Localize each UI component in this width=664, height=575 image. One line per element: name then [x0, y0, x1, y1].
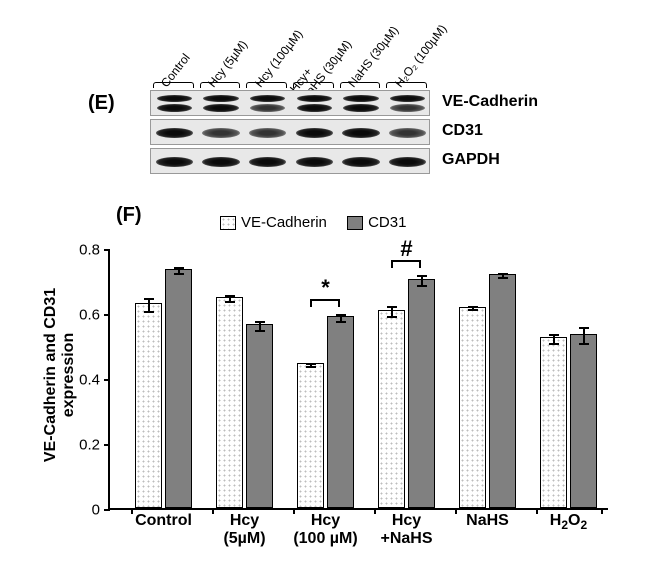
- bar-cd: [489, 274, 516, 508]
- chart-legend: VE-Cadherin CD31: [220, 214, 422, 234]
- band: [156, 157, 193, 167]
- legend-swatch-cd: [347, 216, 363, 230]
- legend-swatch-ve: [220, 216, 236, 230]
- band: [297, 104, 332, 112]
- band: [343, 104, 378, 112]
- error-bar: [310, 364, 312, 367]
- y-tick-label: 0.8: [79, 242, 100, 259]
- blot-strip-gapdh: [150, 148, 430, 174]
- band: [203, 95, 238, 102]
- band: [390, 104, 425, 112]
- figure-root: (E) ControlHcy (5µM)Hcy (100µM)Hcy+ NaHS…: [0, 0, 664, 575]
- y-tick: [104, 249, 110, 251]
- band: [342, 157, 379, 167]
- western-blot: [150, 90, 430, 180]
- band: [250, 95, 285, 102]
- error-bar: [553, 335, 555, 345]
- blot-row-label: CD31: [442, 122, 483, 140]
- x-category-label: Hcy +NaHS: [370, 512, 443, 547]
- legend-label-ve: VE-Cadherin: [241, 214, 327, 231]
- band: [296, 157, 333, 167]
- error-bar: [472, 307, 474, 310]
- band: [157, 95, 192, 102]
- x-category-label: Control: [127, 512, 200, 530]
- band: [342, 128, 379, 138]
- y-tick-label: 0.2: [79, 437, 100, 454]
- bar-ve: [297, 363, 324, 508]
- significance-label: *: [297, 275, 354, 301]
- band: [389, 157, 426, 167]
- error-bar: [340, 315, 342, 322]
- legend-item-ve: VE-Cadherin: [220, 214, 327, 231]
- bar-ve: [540, 337, 567, 508]
- blot-row-label: GAPDH: [442, 151, 500, 169]
- bar-ve: [135, 303, 162, 508]
- error-bar: [502, 274, 504, 277]
- band: [202, 157, 239, 167]
- blot-row-label: VE-Cadherin: [442, 93, 538, 111]
- legend-label-cd: CD31: [368, 214, 406, 231]
- y-tick: [104, 379, 110, 381]
- band: [202, 128, 239, 138]
- band: [249, 157, 286, 167]
- y-tick: [104, 509, 110, 511]
- y-tick: [104, 444, 110, 446]
- y-axis-label-text: VE-Cadherin and CD31 expression: [42, 288, 78, 462]
- plot-area: 00.20.40.60.8ControlHcy (5µM)Hcy (100 µM…: [108, 250, 608, 510]
- bar-cd: [327, 316, 354, 508]
- band: [343, 95, 378, 102]
- bar-cd: [246, 324, 273, 508]
- band: [389, 128, 426, 138]
- error-bar: [391, 307, 393, 317]
- band: [249, 128, 286, 138]
- error-bar: [583, 328, 585, 344]
- significance-label: #: [378, 236, 435, 262]
- bar-chart: 00.20.40.60.8ControlHcy (5µM)Hcy (100 µM…: [108, 250, 628, 560]
- bar-cd: [570, 334, 597, 508]
- error-bar: [229, 296, 231, 303]
- band: [250, 104, 285, 112]
- y-tick-label: 0.4: [79, 372, 100, 389]
- x-tick: [601, 508, 603, 514]
- x-category-label: Hcy (5µM): [208, 512, 281, 547]
- x-category-label: H2O2: [532, 512, 605, 532]
- panel-f-label: (F): [116, 204, 142, 227]
- blot-strip-cd31: [150, 119, 430, 145]
- error-bar: [178, 268, 180, 275]
- bar-ve: [216, 297, 243, 508]
- bar-ve: [378, 310, 405, 508]
- bar-ve: [459, 307, 486, 509]
- legend-item-cd: CD31: [347, 214, 406, 231]
- bar-cd: [165, 269, 192, 508]
- error-bar: [421, 276, 423, 286]
- x-category-label: NaHS: [451, 512, 524, 530]
- band: [157, 104, 192, 112]
- band: [297, 95, 332, 102]
- error-bar: [259, 322, 261, 332]
- x-category-label: Hcy (100 µM): [289, 512, 362, 547]
- band: [296, 128, 333, 138]
- y-tick-label: 0.6: [79, 307, 100, 324]
- blot-strip-ve-cadherin: [150, 90, 430, 116]
- band: [390, 95, 425, 102]
- y-tick: [104, 314, 110, 316]
- y-tick-label: 0: [92, 502, 100, 519]
- band: [156, 128, 193, 138]
- band: [203, 104, 238, 112]
- bar-cd: [408, 279, 435, 508]
- error-bar: [148, 299, 150, 312]
- y-axis-label: VE-Cadherin and CD31 expression: [42, 260, 78, 490]
